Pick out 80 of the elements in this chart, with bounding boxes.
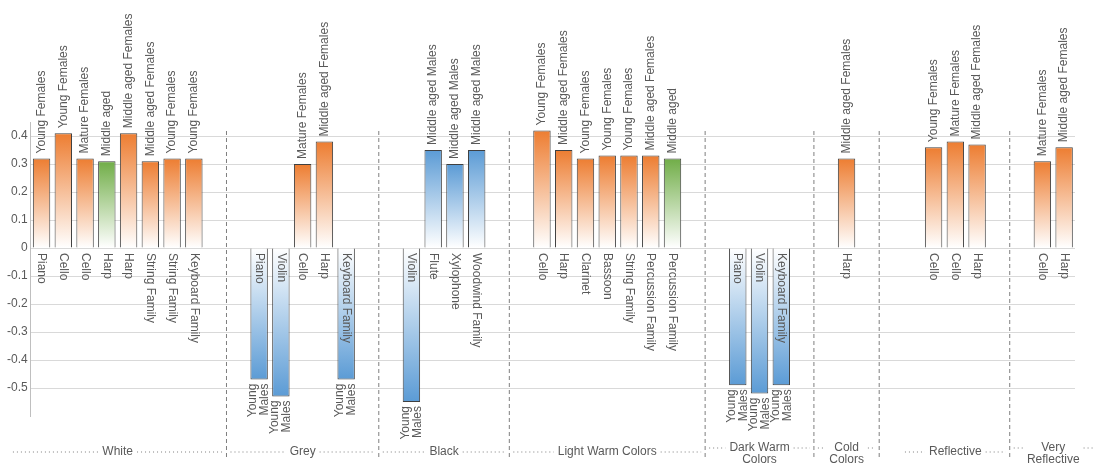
text: Dark Warm Colors (729, 440, 790, 467)
data-label: Young Males (332, 383, 359, 418)
data-label: Middle aged (664, 88, 679, 154)
data-label: Mature Females (1034, 69, 1049, 157)
data-label: Middle aged Females (120, 13, 135, 129)
x-tick-label: Violin (274, 253, 289, 283)
x-tick-label: String Family (165, 253, 180, 324)
y-tick-label: -0.5 (6, 380, 28, 395)
x-tick-label: Keyboard Family (774, 253, 789, 344)
y-tick-label: -0.2 (6, 296, 28, 311)
text: Black (429, 444, 460, 459)
data-label: Middle aged Females (838, 38, 853, 154)
x-tick-label: Cello (949, 253, 964, 281)
data-label: Middle aged Females (643, 35, 658, 151)
x-tick-label: Cello (535, 253, 550, 281)
y-tick-label: 0 (20, 240, 28, 255)
x-tick-label: Percussion Family (644, 253, 659, 352)
data-label: Young Males (397, 406, 424, 440)
data-label: Mature Females (947, 49, 962, 137)
y-tick-label: 0.4 (10, 128, 28, 143)
x-tick-label: Cello (57, 253, 71, 281)
data-label: Young Females (33, 70, 48, 154)
x-tick-label: Harp (557, 253, 572, 280)
data-label: Mature Females (294, 72, 309, 159)
x-tick-label: Keyboard Family (187, 253, 202, 344)
data-label: Middle aged Males (469, 44, 483, 145)
x-tick-label: Percussion Family (666, 253, 681, 352)
y-tick-label: 0.1 (10, 212, 28, 227)
data-label: Middle aged Females (556, 30, 571, 145)
x-tick-label: Xylophone (448, 253, 463, 311)
data-label: Young Females (164, 70, 179, 154)
x-tick-label: Cello (296, 253, 311, 281)
x-tick-label: Violin (405, 253, 420, 283)
x-tick-label: Harp (970, 253, 985, 280)
text: Reflective (928, 444, 983, 459)
y-tick-label: -0.1 (6, 268, 28, 283)
text: Very Reflective (1026, 440, 1080, 467)
y-tick-label: -0.4 (6, 352, 28, 367)
y-tick-label: 0.2 (10, 184, 28, 199)
x-tick-label: Harp (840, 253, 855, 280)
data-label: Middle aged Females (1056, 27, 1071, 143)
data-label: Young Females (925, 59, 940, 143)
x-tick-label: Harp (1057, 253, 1072, 280)
text: White (102, 444, 134, 459)
x-tick-label: Piano (731, 253, 746, 285)
data-label: Young Females (534, 42, 549, 126)
text: Cold Colors (829, 440, 864, 467)
x-tick-label: Piano (252, 253, 267, 285)
x-tick-label: Flute (426, 253, 441, 280)
data-label: Young Females (599, 67, 614, 151)
x-tick-label: Harp (100, 253, 115, 280)
data-label: Middle aged Males (447, 58, 462, 159)
text: Grey (289, 444, 316, 459)
data-label: Young Females (186, 70, 201, 154)
data-label: Young Females (621, 67, 636, 151)
data-label: Middle aged Females (969, 24, 984, 140)
data-label: Middle aged (99, 90, 114, 157)
x-tick-label: Bassoon (600, 253, 615, 300)
y-tick-label: -0.3 (6, 324, 28, 339)
x-tick-label: Cello (927, 253, 942, 281)
x-tick-label: Keyboard Family (339, 253, 354, 344)
x-tick-label: Harp (122, 253, 137, 280)
x-tick-label: String Family (622, 253, 637, 324)
data-label: Young Males (724, 389, 751, 423)
text: Light Warm Colors (557, 444, 657, 459)
data-label: Young Females (55, 45, 70, 129)
x-tick-label: Harp (318, 253, 333, 280)
data-label: Middle aged Females (142, 41, 157, 157)
x-tick-label: String Family (144, 253, 159, 324)
x-tick-label: Piano (35, 253, 50, 285)
y-tick-label: 0.3 (10, 156, 28, 171)
data-label: Young Females (577, 70, 592, 154)
x-tick-label: Woodwind Family (470, 253, 485, 348)
data-label: Mature Females (77, 66, 92, 154)
data-label: Middle aged Females (316, 21, 331, 137)
x-tick-label: Cello (78, 253, 93, 281)
data-label: Middle aged Males (425, 44, 440, 145)
x-tick-label: Violin (753, 253, 768, 283)
x-tick-label: Clarinet (579, 253, 594, 296)
x-tick-label: Cello (1036, 253, 1051, 281)
